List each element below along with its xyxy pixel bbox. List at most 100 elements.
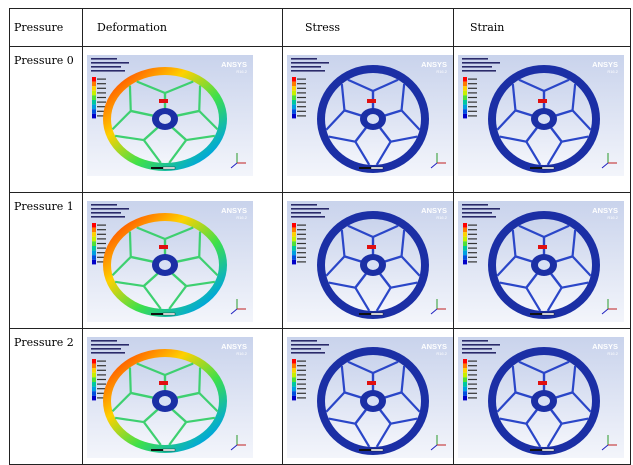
axis-triad bbox=[601, 299, 617, 315]
ansys-logo-text: ANSYS bbox=[221, 342, 247, 351]
wheel-model bbox=[488, 347, 600, 455]
strain-cell: ANSYS R16.2 bbox=[453, 192, 631, 329]
deformation-cell: ANSYS R16.2 bbox=[82, 192, 283, 329]
deformation-cell: ANSYS R16.2 bbox=[82, 328, 283, 465]
result-caption-lines bbox=[462, 58, 500, 72]
ansys-version-text: R16.2 bbox=[436, 351, 447, 356]
scale-bar bbox=[359, 166, 384, 170]
wheel-model bbox=[317, 65, 429, 173]
result-caption-lines bbox=[291, 204, 329, 218]
wheel-model bbox=[488, 211, 600, 319]
max-marker bbox=[538, 381, 547, 385]
legend-color-bar bbox=[292, 359, 306, 401]
strain-cell: ANSYS R16.2 bbox=[453, 46, 631, 193]
ansys-version-text: R16.2 bbox=[607, 69, 618, 74]
ansys-version-text: R16.2 bbox=[607, 351, 618, 356]
ansys-logo-text: ANSYS bbox=[592, 60, 618, 69]
axis-triad bbox=[430, 299, 446, 315]
stress-cell: ANSYS R16.2 bbox=[282, 46, 454, 193]
scale-bar bbox=[151, 166, 176, 170]
result-caption-lines bbox=[91, 340, 129, 354]
legend-color-bar bbox=[292, 223, 306, 265]
stress-cell: ANSYS R16.2 bbox=[282, 328, 454, 465]
scale-bar bbox=[151, 448, 176, 452]
ansys-logo-text: ANSYS bbox=[421, 342, 447, 351]
row-label: Pressure 2 bbox=[9, 328, 83, 465]
header-row: Pressure Deformation Stress Strain bbox=[9, 8, 631, 47]
legend-color-bar bbox=[292, 77, 306, 119]
deformation-cell: ANSYS R16.2 bbox=[82, 46, 283, 193]
result-caption-lines bbox=[91, 58, 129, 72]
scale-bar bbox=[530, 448, 555, 452]
result-caption-lines bbox=[291, 58, 329, 72]
legend-color-bar bbox=[463, 359, 477, 401]
axis-triad bbox=[230, 435, 246, 451]
max-marker bbox=[159, 99, 168, 103]
legend-color-bar bbox=[92, 359, 106, 401]
wheel-model bbox=[317, 211, 429, 319]
axis-triad bbox=[601, 435, 617, 451]
table-row: Pressure 2 ANSYS R16.2 ANSYS R16.2 ANSYS R1… bbox=[9, 328, 631, 465]
axis-triad bbox=[230, 299, 246, 315]
legend-color-bar bbox=[92, 223, 106, 265]
scale-bar bbox=[151, 312, 176, 316]
ansys-logo-text: ANSYS bbox=[221, 60, 247, 69]
table-row: Pressure 0 ANSYS R16.2 ANSYS R16.2 ANSYS R1… bbox=[9, 46, 631, 193]
ansys-version-text: R16.2 bbox=[436, 69, 447, 74]
max-marker bbox=[159, 381, 168, 385]
max-marker bbox=[367, 245, 376, 249]
scale-bar bbox=[359, 312, 384, 316]
ansys-logo-text: ANSYS bbox=[592, 342, 618, 351]
max-marker bbox=[367, 99, 376, 103]
legend-color-bar bbox=[463, 77, 477, 119]
ansys-version-text: R16.2 bbox=[236, 69, 247, 74]
header-stress: Stress bbox=[282, 8, 454, 47]
stress-cell: ANSYS R16.2 bbox=[282, 192, 454, 329]
ansys-version-text: R16.2 bbox=[236, 351, 247, 356]
result-caption-lines bbox=[462, 340, 500, 354]
wheel-model bbox=[103, 349, 227, 453]
max-marker bbox=[538, 245, 547, 249]
scale-bar bbox=[530, 312, 555, 316]
result-caption-lines bbox=[91, 204, 129, 218]
ansys-logo-text: ANSYS bbox=[421, 60, 447, 69]
max-marker bbox=[538, 99, 547, 103]
row-label: Pressure 0 bbox=[9, 46, 83, 193]
wheel-model bbox=[317, 347, 429, 455]
axis-triad bbox=[230, 153, 246, 169]
header-deformation: Deformation bbox=[82, 8, 283, 47]
max-marker bbox=[159, 245, 168, 249]
axis-triad bbox=[430, 435, 446, 451]
wheel-model bbox=[488, 65, 600, 173]
table-row: Pressure 1 ANSYS R16.2 ANSYS R16.2 ANSYS R1… bbox=[9, 192, 631, 329]
scale-bar bbox=[530, 166, 555, 170]
row-label: Pressure 1 bbox=[9, 192, 83, 329]
result-caption-lines bbox=[462, 204, 500, 218]
header-pressure: Pressure bbox=[9, 8, 83, 47]
ansys-logo-text: ANSYS bbox=[592, 206, 618, 215]
ansys-version-text: R16.2 bbox=[607, 215, 618, 220]
legend-color-bar bbox=[92, 77, 106, 119]
max-marker bbox=[367, 381, 376, 385]
legend-color-bar bbox=[463, 223, 477, 265]
axis-triad bbox=[430, 153, 446, 169]
result-caption-lines bbox=[291, 340, 329, 354]
ansys-version-text: R16.2 bbox=[236, 215, 247, 220]
wheel-model bbox=[103, 67, 227, 171]
ansys-logo-text: ANSYS bbox=[421, 206, 447, 215]
header-strain: Strain bbox=[453, 8, 631, 47]
strain-cell: ANSYS R16.2 bbox=[453, 328, 631, 465]
wheel-model bbox=[103, 213, 227, 317]
results-table: Pressure Deformation Stress Strain Press… bbox=[9, 8, 631, 465]
ansys-version-text: R16.2 bbox=[436, 215, 447, 220]
axis-triad bbox=[601, 153, 617, 169]
